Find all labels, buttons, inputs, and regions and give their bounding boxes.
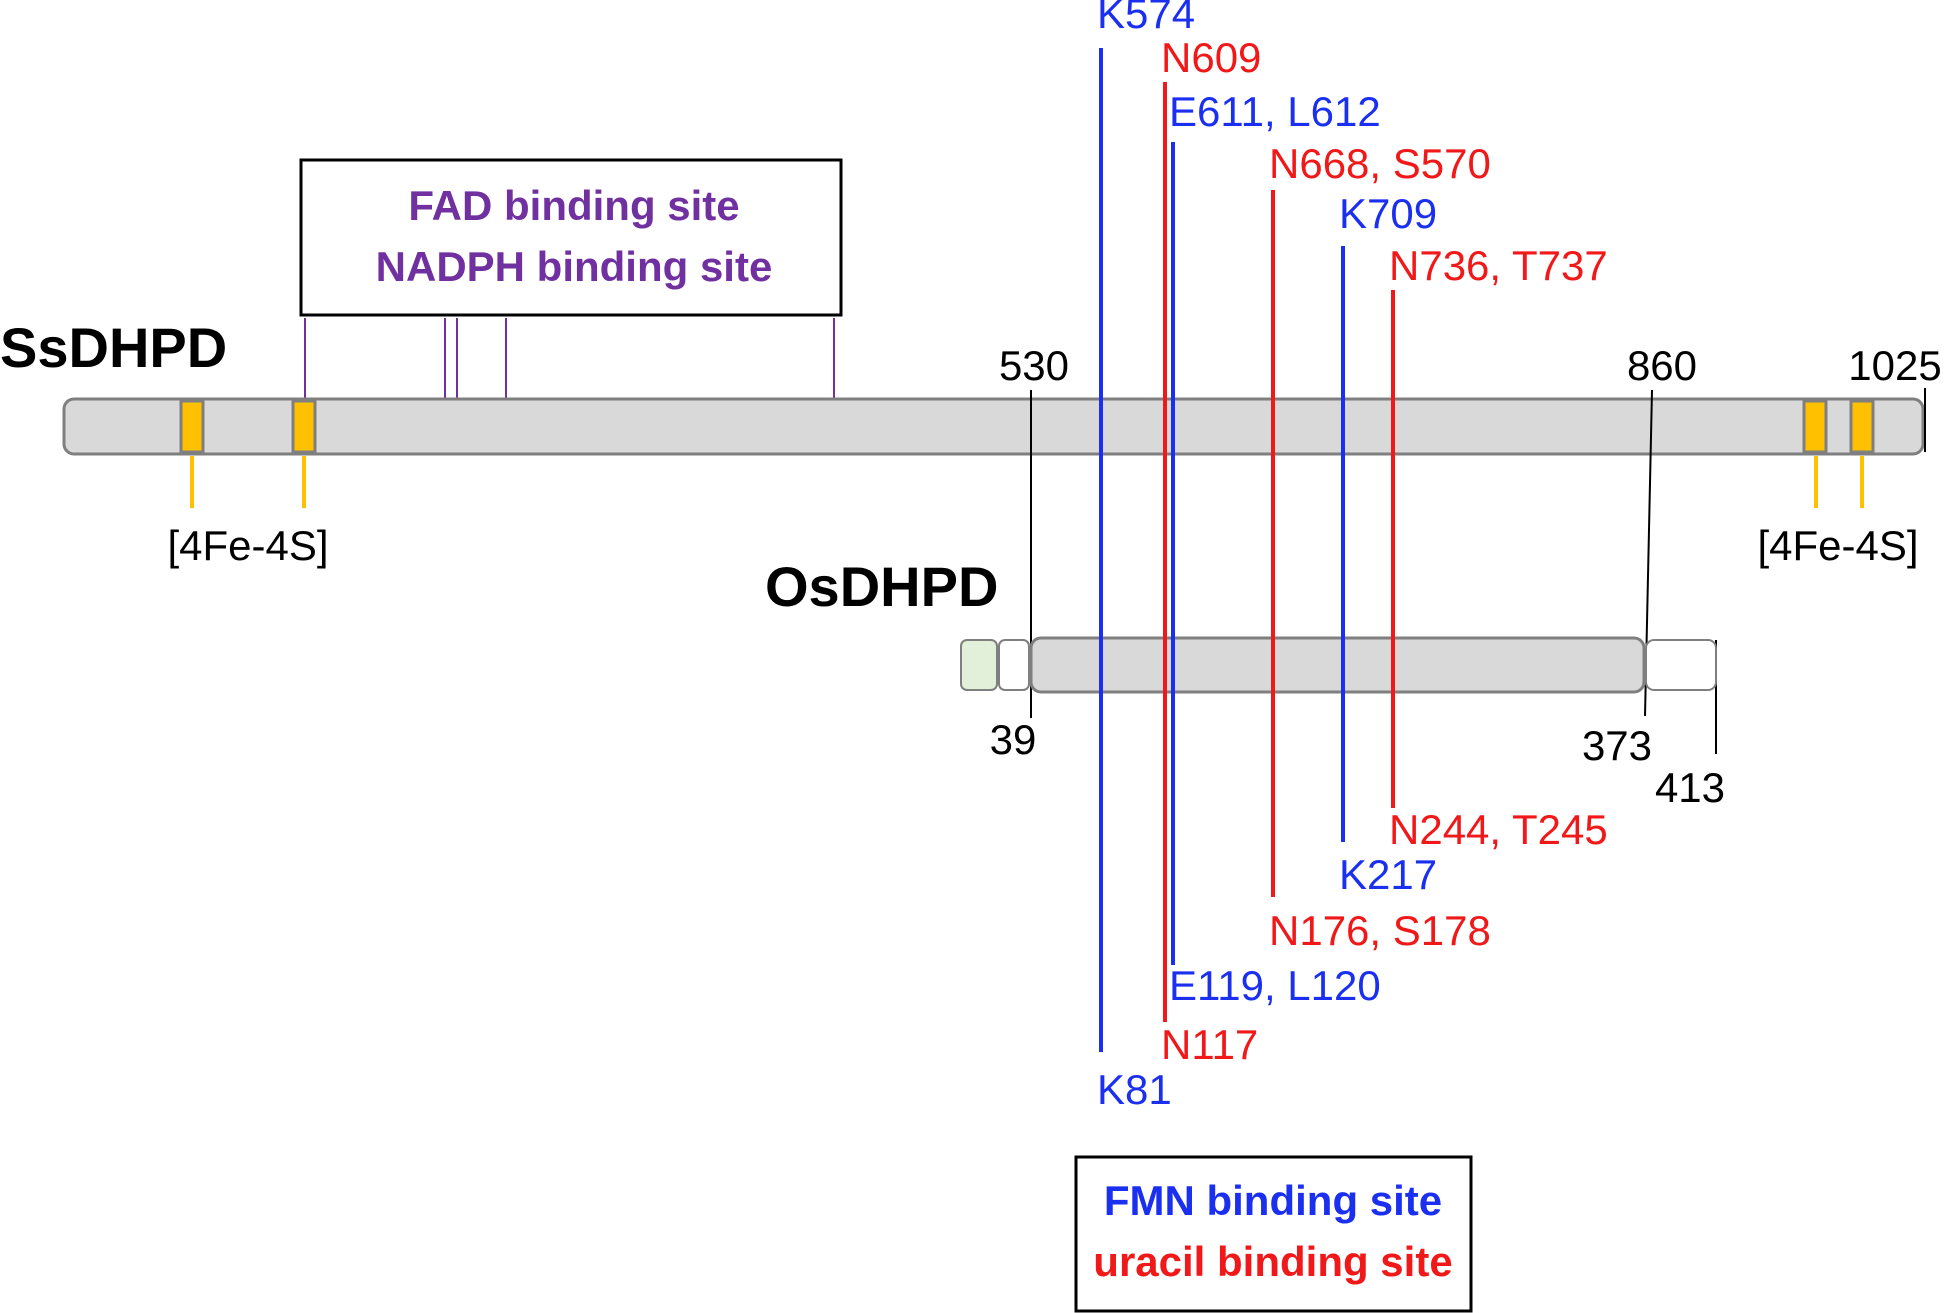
binding-site-lines: K574 K81 N609 N117 E611, L612 E119, L120 N668,… [1097,0,1608,1113]
ssdhpd-name: SsDHPD [0,316,227,379]
fad-nadph-box [299,158,843,317]
ss-pos-1025: 1025 [1848,342,1941,389]
fmn-site-label-ss: K709 [1339,190,1437,237]
legend-box [1074,1155,1473,1313]
fes-block [179,399,205,454]
ss-pos-530: 530 [999,342,1069,389]
fmn-site-label-os: E119, L120 [1169,962,1381,1009]
ssdhpd-bar [62,397,1925,456]
os-pos-373: 373 [1582,722,1652,769]
osdhpd-linker [998,639,1030,691]
fes-label-right: [4Fe-4S] [1757,522,1918,569]
fad-binding-label: FAD binding site [408,182,739,229]
osdhpd-c-terminal [1645,639,1717,691]
legend-fmn: FMN binding site [1104,1177,1442,1224]
osdhpd-signal-peptide [960,639,998,691]
uracil-site-label-ss: N609 [1161,34,1261,81]
osdhpd-core [1029,636,1646,694]
fmn-site-label-ss: E611, L612 [1169,88,1381,135]
uracil-site-label-ss: N736, T737 [1389,242,1608,289]
fmn-site-label-ss: K574 [1097,0,1195,37]
fes-clusters [179,399,1875,508]
ss-pos-860: 860 [1627,342,1697,389]
fes-block [1802,399,1828,454]
fmn-site-label-os: K81 [1097,1066,1172,1113]
osdhpd-name: OsDHPD [765,555,998,618]
fad-nadph-ticks [304,318,835,400]
fes-block [291,399,317,454]
os-pos-39: 39 [990,716,1037,763]
uracil-site-label-os: N244, T245 [1389,806,1608,853]
fes-block [1849,399,1875,454]
fmn-site-label-os: K217 [1339,851,1437,898]
uracil-site-label-ss: N668, S570 [1269,140,1491,187]
nadph-binding-label: NADPH binding site [376,243,773,290]
os-pos-413: 413 [1655,764,1725,811]
uracil-site-label-os: N117 [1161,1021,1258,1068]
uracil-site-label-os: N176, S178 [1269,907,1491,954]
fes-label-left: [4Fe-4S] [167,522,328,569]
legend-uracil: uracil binding site [1093,1238,1452,1285]
